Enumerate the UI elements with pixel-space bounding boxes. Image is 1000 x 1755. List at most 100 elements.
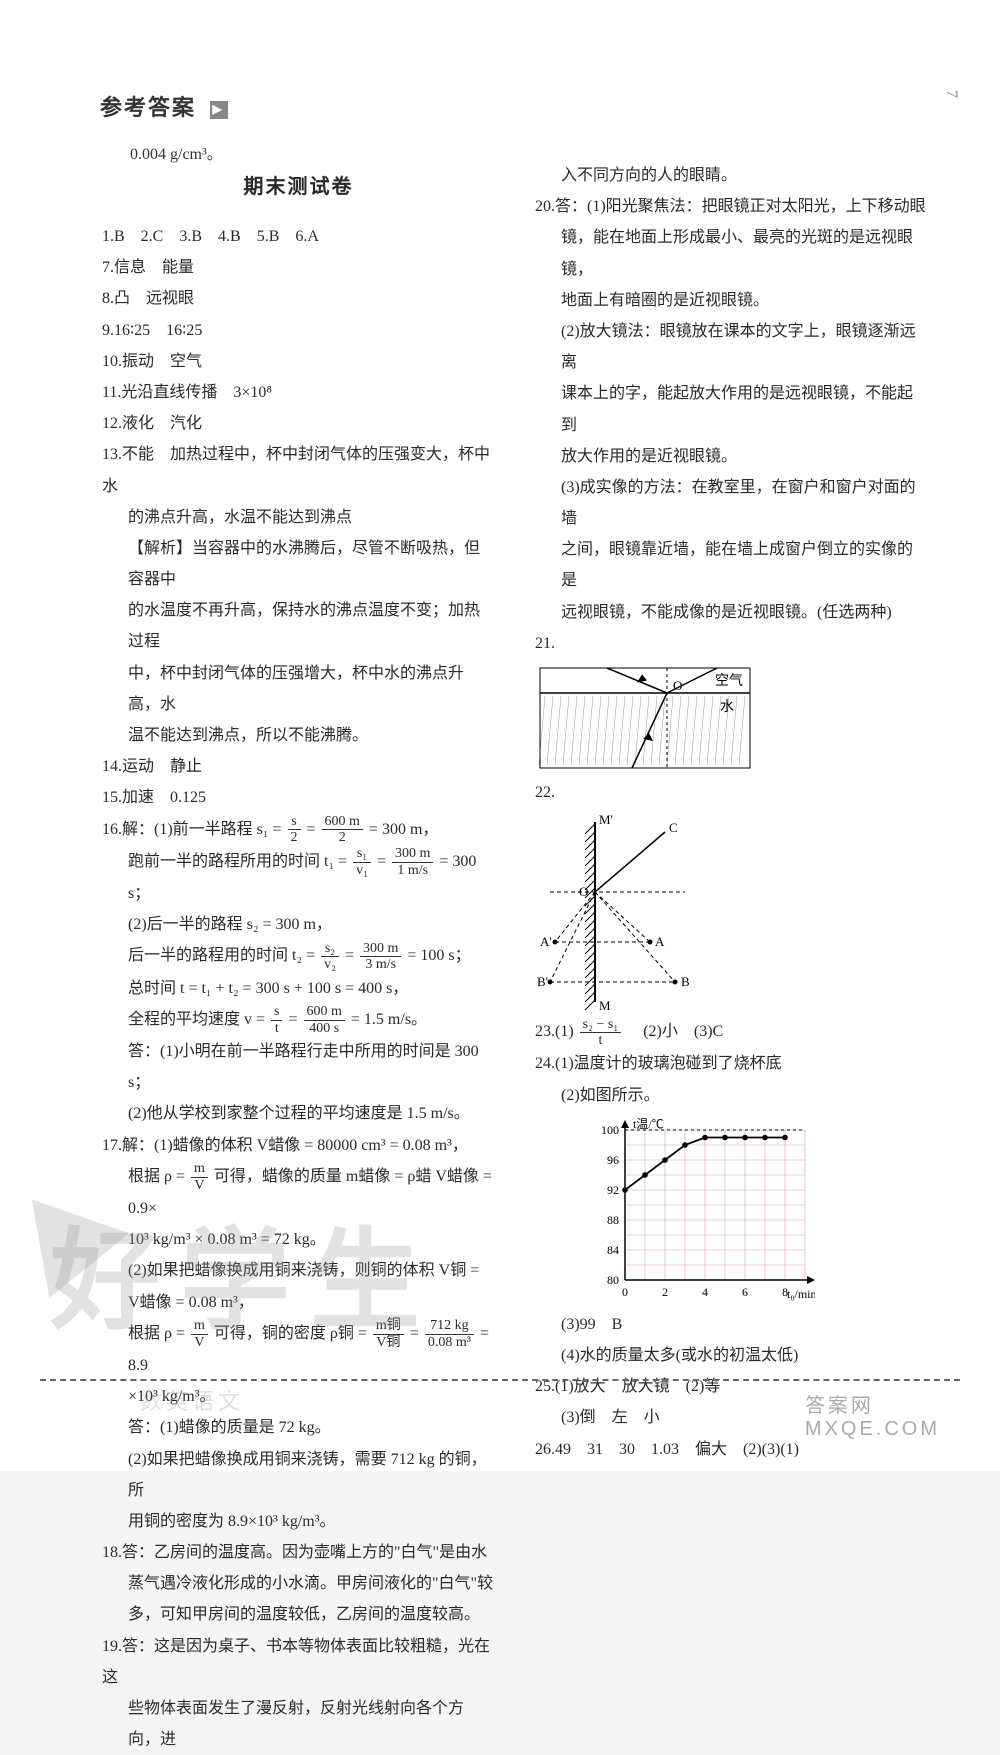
txt: 16.解：(1)前一半路程 s₁ = [102, 821, 282, 838]
fraction: 600 m400 s [304, 1004, 345, 1036]
svg-text:M': M' [599, 812, 613, 827]
fraction: s2 [288, 814, 301, 846]
header-title: 参考答案 [100, 95, 196, 120]
answer-line: (2)后一半的路程 s₂ = 300 m， [102, 909, 495, 940]
answer-line: 全程的平均速度 v = st = 600 m400 s = 1.5 m/s。 [102, 1004, 495, 1036]
answer-line: (4)水的质量太多(或水的初温太低) [535, 1340, 928, 1371]
fraction: s₂v₂ [321, 941, 339, 973]
fraction: m铜V铜 [373, 1318, 404, 1350]
txt: = [307, 821, 320, 838]
answer-line: 蒸气遇冷液化形成的小水滴。甲房间液化的"白气"较 [102, 1568, 495, 1599]
left-column: 期末测试卷 1.B 2.C 3.B 4.B 5.B 6.A 7.信息 能量 8.… [90, 160, 515, 1351]
answer-line: 19.答：这是因为桌子、书本等物体表面比较粗糙，光在这 [102, 1631, 495, 1693]
txt: = [377, 853, 390, 870]
content-columns: 期末测试卷 1.B 2.C 3.B 4.B 5.B 6.A 7.信息 能量 8.… [90, 160, 940, 1351]
answer-line: 22. [535, 777, 928, 808]
answer-line: (3)成实像的方法：在教室里，在窗户和窗户对面的墙 [535, 472, 928, 534]
svg-text:B': B' [537, 974, 548, 989]
fraction: 300 m3 m/s [360, 941, 401, 973]
page: 参考答案 7 0.004 g/cm³。 期末测试卷 1.B 2.C 3.B 4.… [0, 0, 1000, 1471]
answer-line: V蜡像 = 0.08 m³， [102, 1287, 495, 1318]
fraction: st [271, 1004, 282, 1036]
answer-line: 用铜的密度为 8.9×10³ kg/m³。 [102, 1506, 495, 1537]
page-number: 7 [942, 90, 960, 98]
answer-line: 20.答：(1)阳光聚焦法：把眼镜正对太阳光，上下移动眼 [535, 191, 928, 222]
txt: 跑前一半的路程所用的时间 t₁ = [128, 853, 347, 870]
answer-line: 11.光沿直线传播 3×10⁸ [102, 377, 495, 408]
svg-text:6: 6 [742, 1285, 748, 1299]
answer-line: 些物体表面发生了漫反射，反射光线射向各个方向，进 [102, 1693, 495, 1755]
answer-line: 放大作用的是近视眼镜。 [535, 441, 928, 472]
footer-right: 答案网 MXQE.COM [805, 1389, 940, 1441]
svg-text:t温/℃: t温/℃ [633, 1117, 664, 1131]
txt: = 300 m， [369, 821, 438, 838]
txt: = [345, 947, 358, 964]
answer-line: 17.解：(1)蜡像的体积 V蜡像 = 80000 cm³ = 0.08 m³， [102, 1130, 495, 1161]
answer-line: 8.凸 远视眼 [102, 283, 495, 314]
answer-line: 地面上有暗圈的是近视眼镜。 [535, 285, 928, 316]
svg-text:4: 4 [702, 1285, 708, 1299]
svg-text:2: 2 [662, 1285, 668, 1299]
answer-line: 13.不能 加热过程中，杯中封闭气体的压强变大，杯中水 [102, 439, 495, 501]
cut-line [40, 1379, 960, 1381]
section-title: 期末测试卷 [102, 168, 495, 207]
answer-line: 入不同方向的人的眼睛。 [535, 160, 928, 191]
answer-line: 总时间 t = t₁ + t₂ = 300 s + 100 s = 400 s， [102, 973, 495, 1004]
answer-line: 12.液化 汽化 [102, 408, 495, 439]
fraction: 300 m1 m/s [392, 846, 433, 878]
answer-line: (2)放大镜法：眼镜放在课本的文字上，眼镜逐渐远离 [535, 316, 928, 378]
txt: 根据 ρ = [128, 1325, 185, 1342]
answer-line: 多，可知甲房间的温度较低，乙房间的温度较高。 [102, 1599, 495, 1630]
footer-url: MXQE.COM [805, 1418, 940, 1440]
answer-line: 23.(1) s₂ − s₁t (2)小 (3)C [535, 1016, 928, 1048]
answer-line: 1.B 2.C 3.B 4.B 5.B 6.A [102, 221, 495, 252]
footer-brand: 答案网 [805, 1395, 874, 1417]
answer-line: 根据 ρ = mV 可得，铜的密度 ρ铜 = m铜V铜 = 712 kg0.08… [102, 1318, 495, 1381]
answer-line: 24.(1)温度计的玻璃泡碰到了烧杯底 [535, 1048, 928, 1079]
answer-line: 课本上的字，能起放大作用的是远视眼镜，不能起到 [535, 378, 928, 440]
answer-line: 14.运动 静止 [102, 751, 495, 782]
explain-line: 中，杯中封闭气体的压强增大，杯中水的沸点升高，水 [102, 658, 495, 720]
svg-text:96: 96 [607, 1153, 619, 1167]
txt: = 1.5 m/s。 [351, 1011, 427, 1028]
answer-line: 21. [535, 628, 928, 659]
footer-left: 数英语文 [140, 1384, 244, 1416]
txt: = [410, 1325, 423, 1342]
temperature-chart: 808488929610002468t温/℃t₀/min [585, 1115, 815, 1305]
svg-text:C: C [669, 820, 678, 835]
explain-line: 的水温度不再升高，保持水的沸点温度不变；加热过程 [102, 595, 495, 657]
svg-text:80: 80 [607, 1273, 619, 1287]
txt: 后一半的路程用的时间 t₂ = [128, 947, 315, 964]
watermark-arrow-icon [32, 1184, 138, 1298]
svg-text:A': A' [540, 934, 552, 949]
explain-line: 温不能达到沸点，所以不能沸腾。 [102, 720, 495, 751]
answer-line: 9.16∶25 16∶25 [102, 315, 495, 346]
fraction: 600 m2 [322, 814, 363, 846]
svg-text:M: M [599, 998, 611, 1012]
answer-line: (2)如果把蜡像换成用铜来浇铸，需要 712 kg 的铜，所 [102, 1444, 495, 1506]
fraction: s₁v₁ [353, 846, 371, 878]
play-icon [210, 101, 228, 119]
fraction: 712 kg0.08 m³ [425, 1318, 474, 1350]
txt: 可得，铜的密度 ρ铜 = [214, 1325, 367, 1342]
txt: 全程的平均速度 v = [128, 1011, 265, 1028]
answer-line: (2)他从学校到家整个过程的平均速度是 1.5 m/s。 [102, 1098, 495, 1129]
svg-text:水: 水 [720, 699, 734, 715]
answer-line: 镜，能在地面上形成最小、最亮的光斑的是远视眼镜， [535, 222, 928, 284]
svg-text:0: 0 [622, 1285, 628, 1299]
svg-text:O: O [673, 678, 682, 693]
answer-line: 答：(1)蜡像的质量是 72 kg。 [102, 1412, 495, 1443]
svg-text:92: 92 [607, 1183, 619, 1197]
fraction: s₂ − s₁t [580, 1017, 622, 1049]
answer-line: 的沸点升高，水温不能达到沸点 [102, 502, 495, 533]
answer-line: 远视眼镜，不能成像的是近视眼镜。(任选两种) [535, 597, 928, 628]
answer-line: 10³ kg/m³ × 0.08 m³ = 72 kg。 [102, 1224, 495, 1255]
explain-line: 【解析】当容器中的水沸腾后，尽管不断吸热，但容器中 [102, 533, 495, 595]
answer-line: 之间，眼镜靠近墙，能在墙上成窗户倒立的实像的是 [535, 534, 928, 596]
svg-text:t₀/min: t₀/min [787, 1287, 815, 1301]
answer-line: (2)如果把蜡像换成用铜来浇铸，则铜的体积 V铜 = [102, 1255, 495, 1286]
txt: = [288, 1011, 301, 1028]
answer-line: 答：(1)小明在前一半路程行走中所用的时间是 300 s； [102, 1036, 495, 1098]
fraction: mV [191, 1318, 208, 1350]
page-header: 参考答案 [100, 90, 228, 122]
